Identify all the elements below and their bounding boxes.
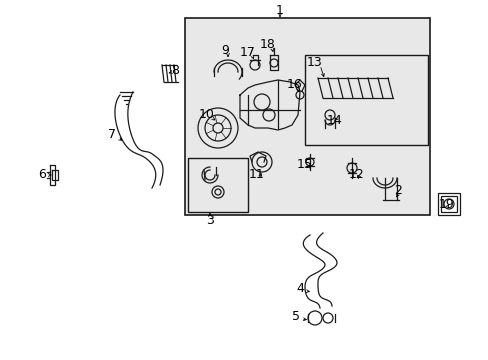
- Text: 14: 14: [326, 113, 342, 126]
- Text: 7: 7: [108, 129, 116, 141]
- Text: 10: 10: [199, 108, 215, 122]
- Bar: [440, 196, 456, 212]
- Text: 13: 13: [306, 55, 322, 68]
- Text: 19: 19: [438, 198, 454, 211]
- Bar: [184, 18, 429, 215]
- Text: 15: 15: [296, 158, 312, 171]
- Text: 11: 11: [248, 168, 264, 181]
- Text: 17: 17: [240, 45, 255, 58]
- Text: 12: 12: [348, 168, 364, 181]
- Text: 8: 8: [171, 63, 179, 77]
- Text: 3: 3: [205, 213, 214, 226]
- Bar: [437, 193, 459, 215]
- Text: 5: 5: [291, 310, 299, 323]
- Text: 6: 6: [38, 168, 46, 181]
- Text: 2: 2: [393, 184, 401, 197]
- Bar: [305, 55, 427, 145]
- Text: 4: 4: [295, 282, 304, 294]
- Text: 16: 16: [286, 78, 302, 91]
- Text: 1: 1: [276, 4, 284, 17]
- Text: 9: 9: [221, 44, 228, 57]
- Bar: [187, 158, 247, 212]
- Text: 18: 18: [260, 39, 275, 51]
